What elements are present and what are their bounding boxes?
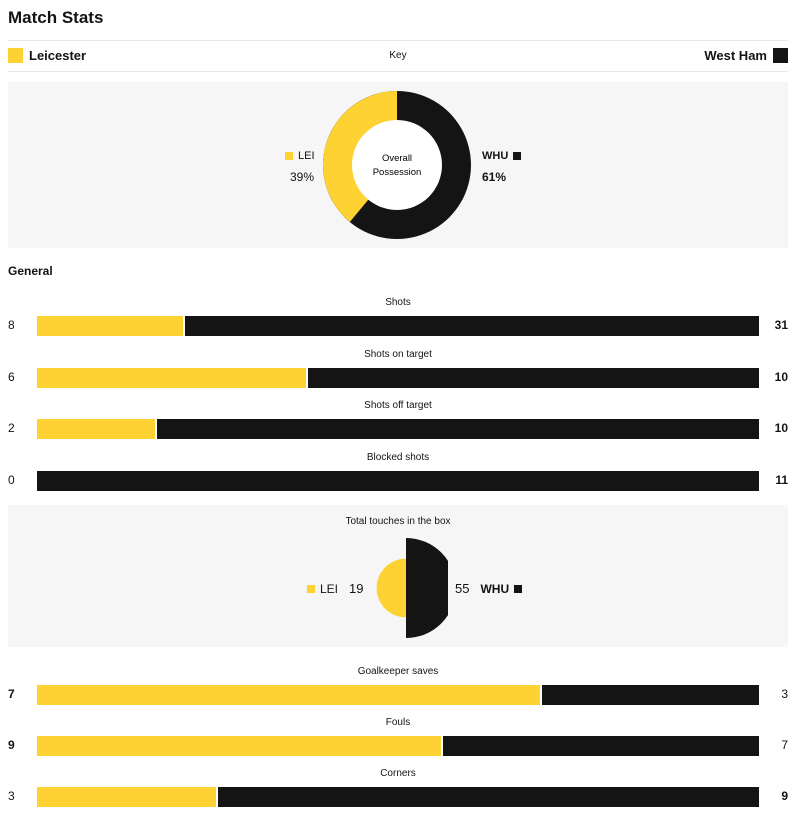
stat-label: Goalkeeper saves <box>357 666 439 677</box>
touches-home-abbr: LEI <box>320 581 339 596</box>
touches-home-value: 19 <box>349 581 364 596</box>
stat-bar <box>37 787 759 807</box>
possession-donut: Overall Possession <box>322 91 471 239</box>
touches-chart <box>376 538 448 638</box>
stat-away-value: 31 <box>774 318 788 332</box>
stat-label: Shots on target <box>364 348 432 360</box>
touches-away-label: 55 WHU <box>455 581 523 596</box>
stat-bar <box>37 470 759 491</box>
touches-panel: Total touches in the box LEI 19 55 WHU <box>8 505 788 647</box>
stat-label: Fouls <box>385 717 411 728</box>
key-label: Key <box>389 50 407 61</box>
key-row: Leicester Key West Ham <box>8 42 788 70</box>
away-team-name: West Ham <box>704 48 767 63</box>
home-color-swatch <box>285 152 293 160</box>
stat-bar <box>37 419 759 439</box>
stat-away-value: 10 <box>774 369 788 384</box>
stat-bar-home-fill <box>37 736 444 756</box>
possession-home-label: LEI <box>285 150 315 162</box>
stat-home-value: 6 <box>8 369 15 384</box>
stat-away-value: 9 <box>781 789 788 803</box>
possession-panel: LEI 39% Overall Possession WHU 61% <box>8 82 788 248</box>
possession-center-line2: Possession <box>373 167 422 178</box>
stat-bar <box>37 367 759 388</box>
stat-away-value: 3 <box>781 687 788 701</box>
key-away: West Ham <box>704 48 788 63</box>
possession-home-abbr: LEI <box>298 150 315 162</box>
touches-away-value: 55 <box>455 581 470 596</box>
stat-home-value: 7 <box>8 687 15 701</box>
possession-away-label: WHU <box>482 150 522 162</box>
stat-bar-home-fill <box>37 316 186 336</box>
stat-away-value: 10 <box>774 421 788 435</box>
away-color-swatch <box>773 48 788 63</box>
possession-home-pct: 39% <box>290 170 315 184</box>
touches-away-half <box>406 538 448 638</box>
stat-bar-home-fill <box>37 419 158 439</box>
possession-away-abbr: WHU <box>482 150 509 162</box>
donut-center <box>352 120 442 210</box>
home-color-swatch <box>8 48 23 63</box>
stat-label: Shots <box>385 297 411 308</box>
touches-label: Total touches in the box <box>345 516 451 527</box>
stat-home-value: 9 <box>8 738 15 752</box>
stat-bar-home-fill <box>37 685 543 705</box>
stat-bar-home-fill <box>37 787 218 807</box>
stat-bar-home-fill <box>37 367 308 388</box>
home-team-name: Leicester <box>29 48 87 63</box>
page-title: Match Stats <box>8 8 104 27</box>
stat-home-value: 3 <box>8 789 15 803</box>
home-color-swatch <box>307 584 315 593</box>
stat-away-value: 11 <box>775 472 788 487</box>
stat-bar <box>37 736 759 756</box>
touches-home-half <box>376 558 406 618</box>
possession-center-line1: Overall <box>382 153 412 164</box>
divider <box>8 71 788 72</box>
divider <box>8 40 788 41</box>
stat-label: Corners <box>380 768 416 779</box>
stat-bar <box>37 316 759 336</box>
away-color-swatch <box>513 152 522 160</box>
stat-home-value: 8 <box>8 318 15 332</box>
stat-bar <box>37 685 759 705</box>
general-heading: General <box>8 264 53 278</box>
stat-home-value: 2 <box>8 421 15 435</box>
stat-label: Blocked shots <box>366 451 430 463</box>
stat-label: Shots off target <box>364 400 432 411</box>
possession-away-pct: 61% <box>482 170 507 184</box>
touches-away-abbr: WHU <box>480 581 510 596</box>
stat-away-value: 7 <box>781 738 788 752</box>
stat-home-value: 0 <box>8 472 15 487</box>
away-color-swatch <box>514 584 523 593</box>
key-home: Leicester <box>8 48 86 63</box>
touches-home-label: LEI 19 <box>307 581 363 596</box>
